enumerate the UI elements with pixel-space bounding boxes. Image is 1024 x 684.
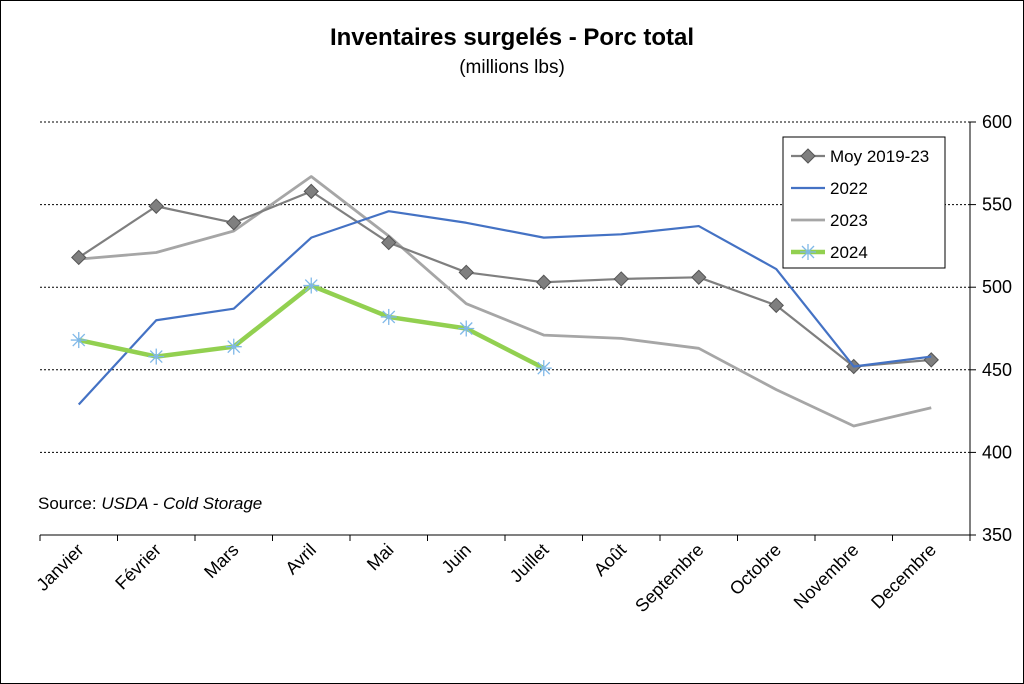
point-moy-2019-23-10 [768,297,784,314]
x-tick-label-12: Decembre [867,540,940,613]
x-tick-label-3: Mars [200,540,242,582]
point-2024-3 [225,338,242,355]
point-2024-2 [148,348,165,365]
point-2024-1 [70,332,87,349]
x-tick-label-6: Juin [438,540,475,577]
point-2024-7 [535,360,552,377]
series-line-2022 [77,210,932,406]
y-tick-label-450: 450 [982,360,1012,380]
x-tick-label-8: Août [590,540,630,580]
series-2024 [70,277,552,377]
point-moy-2019-23-6 [458,264,474,281]
legend-label-moy-2019-23: Moy 2019-23 [830,147,929,166]
point-2024-5 [380,308,397,325]
point-moy-2019-23-2 [148,198,164,214]
chart-title: Inventaires surgelés - Porc total [329,24,695,51]
point-2024-2-d2 [149,350,163,364]
series-group [70,175,939,428]
x-tick-label-1: Janvier [32,540,87,595]
chart-subtitle: (millions lbs) [459,57,565,78]
x-tick-label-7: Juillet [506,540,553,587]
x-tick-label-11: Novembre [790,540,863,613]
legend-marker-moy-2019-23 [800,148,816,164]
y-tick-label-500: 500 [982,277,1012,297]
y-tick-label-400: 400 [982,442,1012,462]
point-2024-6 [458,320,475,337]
point-moy-2019-23-4 [303,183,319,200]
y-tick-label-550: 550 [982,195,1012,215]
legend-label-2022: 2022 [830,179,868,198]
series-moy-2019-23 [71,183,939,375]
point-moy-2019-23-1 [71,249,87,266]
source-prefix: Source: [38,494,102,513]
point-2024-7-d2 [537,361,551,375]
gridlines [40,121,970,453]
series-line-2024 [78,283,545,371]
legend-marker-2024-d2 [801,245,815,259]
point-2024-3-d2 [227,340,241,354]
source-note: Source: USDA - Cold Storage [38,494,262,514]
x-tick-label-5: Mai [363,540,398,575]
series-line-moy-2019-23 [78,190,932,368]
series-2022 [77,210,932,406]
source-name: USDA - Cold Storage [101,494,263,513]
point-2024-4-d2 [304,279,318,293]
legend-marker-2024 [800,244,816,260]
series-2023 [78,175,932,428]
point-moy-2019-23-7 [536,274,552,290]
series-line-2023 [78,175,932,428]
legend-label-2024: 2024 [830,243,868,262]
point-moy-2019-23-12 [923,352,939,368]
legend-label-2023: 2023 [830,211,868,230]
point-2024-5-d2 [382,310,396,324]
y-tick-label-600: 600 [982,112,1012,132]
x-tick-label-10: Octobre [726,540,785,599]
y-tick-label-350: 350 [982,525,1012,545]
legend: Moy 2019-23 2022 2023 2024 [782,136,946,269]
point-moy-2019-23-8 [613,271,629,287]
point-moy-2019-23-3 [226,215,242,231]
point-moy-2019-23-5 [381,234,397,251]
point-2024-1-d2 [72,333,86,347]
x-tick-label-9: Septembre [631,540,707,616]
point-2024-6-d2 [459,322,473,335]
point-2024-4 [303,277,320,294]
x-tick-label-2: Février [111,540,165,594]
point-moy-2019-23-9 [691,269,707,285]
x-tick-label-4: Avril [281,540,320,579]
